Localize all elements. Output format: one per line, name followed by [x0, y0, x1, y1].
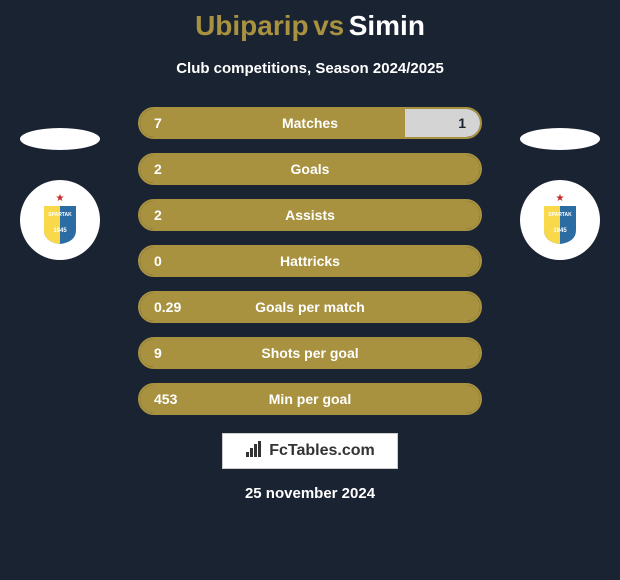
footer-date: 25 november 2024 — [0, 485, 620, 502]
subtitle: Club competitions, Season 2024/2025 — [0, 60, 620, 77]
badge-inner: ★ SPARTAK 1945 — [542, 194, 578, 246]
stat-left-value: 2 — [140, 207, 162, 223]
stat-left-value: 9 — [140, 345, 162, 361]
stat-row: 9 Shots per goal — [138, 337, 482, 369]
right-ellipse-decoration — [520, 128, 600, 150]
stat-left-value: 7 — [140, 115, 162, 131]
badge-shield-icon: SPARTAK 1945 — [542, 204, 578, 246]
stat-row: 453 Min per goal — [138, 383, 482, 415]
footer-logo-text: FcTables.com — [269, 442, 375, 460]
stat-label: Min per goal — [269, 391, 351, 407]
svg-text:SPARTAK: SPARTAK — [548, 212, 572, 218]
stat-label: Goals per match — [255, 299, 365, 315]
stat-fill-right — [405, 109, 480, 137]
chart-icon — [245, 440, 263, 463]
stat-left-value: 2 — [140, 161, 162, 177]
stat-row: 0 Hattricks — [138, 245, 482, 277]
stat-row: 2 Assists — [138, 199, 482, 231]
stat-label: Shots per goal — [261, 345, 358, 361]
stat-right-value: 1 — [458, 115, 466, 131]
right-team-badge: ★ SPARTAK 1945 — [520, 180, 600, 260]
svg-text:1945: 1945 — [553, 228, 567, 234]
svg-text:SPARTAK: SPARTAK — [48, 212, 72, 218]
comparison-title: Ubiparip vs Simin — [0, 0, 620, 42]
badge-star-icon: ★ — [56, 194, 65, 204]
stat-left-value: 453 — [140, 391, 177, 407]
badge-shield-icon: SPARTAK 1945 — [42, 204, 78, 246]
stat-row: 7 Matches 1 — [138, 107, 482, 139]
player2-name: Simin — [349, 10, 425, 41]
stat-left-value: 0 — [140, 253, 162, 269]
stat-label: Assists — [285, 207, 335, 223]
badge-inner: ★ SPARTAK 1945 — [42, 194, 78, 246]
player1-name: Ubiparip — [195, 10, 309, 41]
stat-label: Goals — [291, 161, 330, 177]
svg-text:1945: 1945 — [53, 228, 67, 234]
stat-label: Hattricks — [280, 253, 340, 269]
left-team-badge: ★ SPARTAK 1945 — [20, 180, 100, 260]
stat-row: 2 Goals — [138, 153, 482, 185]
left-ellipse-decoration — [20, 128, 100, 150]
footer-logo[interactable]: FcTables.com — [222, 433, 398, 469]
stat-row: 0.29 Goals per match — [138, 291, 482, 323]
stat-left-value: 0.29 — [140, 299, 181, 315]
stat-label: Matches — [282, 115, 338, 131]
stats-container: 7 Matches 1 2 Goals 2 Assists 0 Hattricks 0.29 Goa… — [0, 107, 620, 415]
badge-star-icon: ★ — [556, 194, 565, 204]
stat-fill-left — [140, 109, 405, 137]
vs-text: vs — [313, 10, 344, 41]
